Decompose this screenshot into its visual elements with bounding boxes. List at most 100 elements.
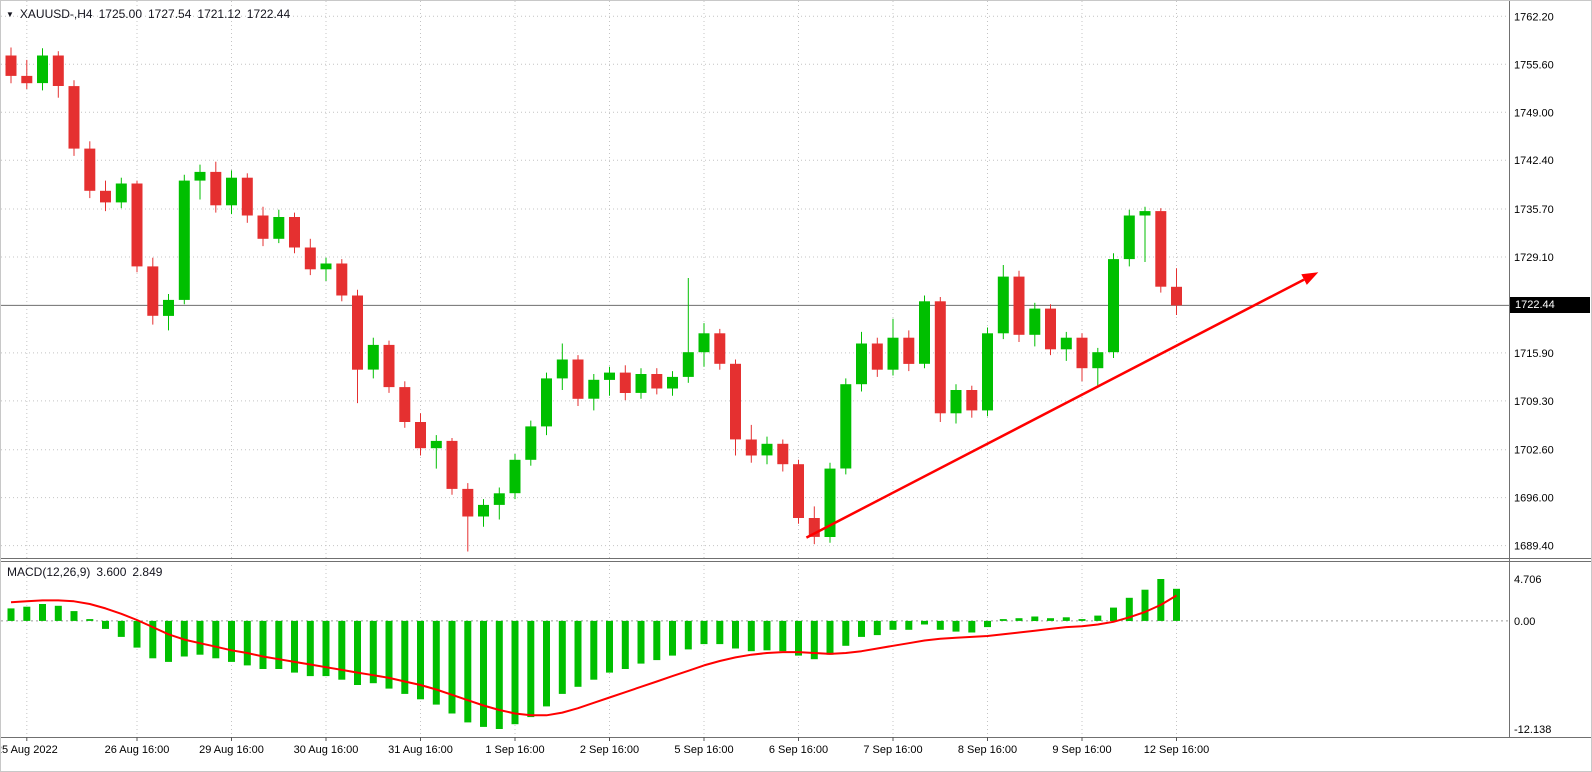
candle-body [273,217,285,239]
candle-body [289,217,300,248]
candle-body [352,295,363,370]
price-axis-label: 1755.60 [1514,59,1554,71]
macd-axis-label: 0.00 [1514,616,1535,628]
macd-histogram-bar [716,620,724,645]
macd-histogram-bar [747,620,755,652]
price-axis-label: 1689.40 [1514,541,1554,553]
macd-histogram-bar [133,620,141,648]
macd-histogram-bar [54,605,62,621]
macd-histogram-bar [653,620,661,661]
macd-histogram-bar [23,606,31,621]
macd-pane[interactable] [1,562,1509,736]
macd-histogram-bar [842,620,850,646]
macd-histogram-bar [39,604,46,621]
ohlc-open-value: 1725.00 [98,7,142,21]
candle-body [919,301,930,364]
macd-histogram-bar [464,620,472,723]
macd-histogram-bar [322,620,330,677]
current-price-badge: 1722.44 [1510,297,1590,313]
macd-histogram-bar [952,620,960,632]
time-axis-label: 30 Aug 16:00 [294,744,359,756]
symbol-timeframe-label: XAUUSD-,H4 [19,7,93,21]
macd-histogram-bar [495,620,503,729]
candle-body [509,459,521,494]
macd-histogram-bar [212,620,220,659]
candle-body [667,376,678,389]
candle-body [934,301,946,414]
macd-histogram-bar [511,620,519,725]
candle-body [194,171,206,181]
price-axis-label: 1742.40 [1514,155,1554,167]
macd-histogram-bar [291,620,298,673]
macd-histogram-bar [1141,589,1149,621]
candle-body [115,183,127,203]
candle-body [1076,337,1088,369]
macd-axis-label: 4.706 [1514,574,1542,586]
candle-body [37,55,48,84]
candle-body [793,464,804,518]
candle-body [1060,337,1072,350]
macd-histogram-bar [102,620,109,629]
candle-body [966,390,978,411]
ohlc-high-value: 1727.54 [148,7,192,21]
candle-body [714,333,726,364]
macd-histogram-bar [968,620,976,633]
candle-body [887,337,899,370]
macd-histogram-bar [637,620,645,664]
candle-body [163,299,174,316]
trend-arrow-line [805,278,1305,539]
macd-histogram-bar [826,620,834,655]
macd-histogram-bar [70,611,78,621]
macd-histogram-bar [999,619,1007,621]
candle-body [871,343,883,370]
expand-panel-icon[interactable]: ▼ [6,9,14,19]
macd-histogram-bar [7,608,15,621]
candle-body [1123,215,1135,260]
candle-body [1139,211,1151,216]
candle-body [572,359,584,399]
macd-histogram-bar [621,620,629,669]
candle-body [493,493,505,505]
macd-histogram-bar [795,620,802,656]
macd-histogram-bar [401,620,409,694]
candle-body [1171,286,1182,306]
macd-histogram-bar [1157,579,1165,621]
candle-body [950,390,962,414]
macd-histogram-bar [543,620,550,707]
macd-histogram-bar [196,620,204,655]
macd-histogram-bar [590,620,598,680]
price-axis[interactable] [1510,1,1591,737]
macd-histogram-bar [889,620,897,630]
candle-body [320,263,332,270]
macd-histogram-bar [417,620,424,700]
macd-histogram-bar [700,620,708,645]
candle-body [808,518,820,537]
candle-body [178,180,190,300]
macd-histogram-bar [259,620,267,669]
time-axis-label: 31 Aug 16:00 [388,744,453,756]
time-axis[interactable] [1,738,1509,771]
macd-histogram-bar [480,620,487,727]
macd-signal-value: 2.849 [132,565,163,579]
macd-histogram-bar [1094,615,1102,621]
macd-histogram-bar [684,620,692,650]
candle-body [1013,276,1025,335]
main-chart-area[interactable] [1,1,1509,558]
macd-histogram-bar [117,620,125,637]
macd-histogram-bar [873,620,881,636]
candle-body [1155,211,1167,287]
macd-histogram-bar [228,620,235,662]
macd-histogram-bar [527,620,535,718]
candle-body [903,337,915,364]
price-axis-label: 1696.00 [1514,493,1554,505]
candle-body [1029,308,1041,335]
candle-body [430,440,442,449]
macd-histogram-bar [921,620,928,625]
macd-main-value: 3.600 [96,565,127,579]
candle-body [525,426,537,460]
candle-body [982,333,993,411]
time-axis-label: 29 Aug 16:00 [199,744,264,756]
candle-body [840,384,852,469]
macd-histogram-bar [1031,616,1039,621]
